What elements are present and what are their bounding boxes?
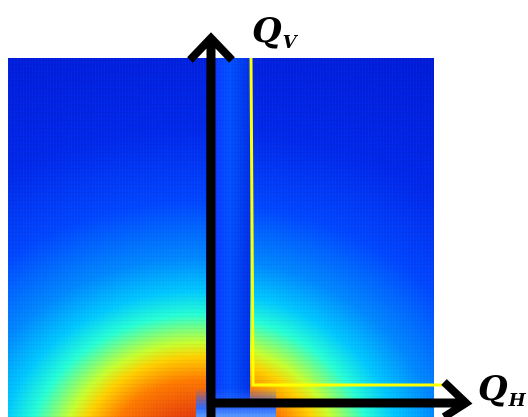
- horizontal-axis-arrowhead: [441, 379, 473, 417]
- vertical-axis-subscript: V: [282, 32, 297, 53]
- horizontal-axis-letter: Q: [478, 369, 508, 409]
- vertical-axis-arrowhead: [187, 32, 235, 63]
- scattering-pattern-image: [8, 58, 434, 417]
- vertical-axis-label: QV: [252, 14, 297, 52]
- horizontal-axis-subscript: H: [508, 390, 526, 411]
- integration-path-line: [249, 57, 452, 387]
- horizontal-axis-label: QH: [478, 372, 526, 410]
- vertical-axis-letter: Q: [252, 11, 282, 51]
